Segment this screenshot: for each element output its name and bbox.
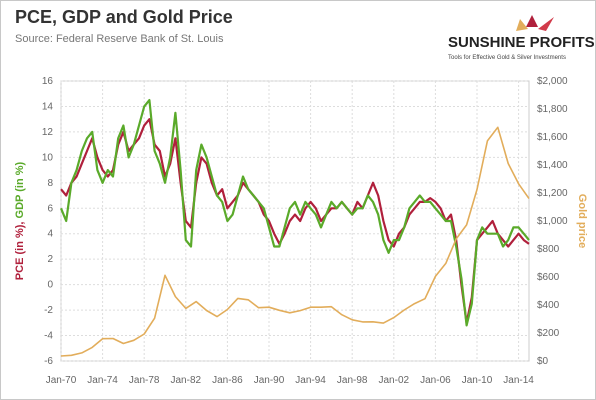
y-left-axis-label-part: GDP (in %) bbox=[14, 161, 26, 218]
y-right-tick-label: $1,800 bbox=[537, 104, 568, 115]
plot-area bbox=[60, 80, 530, 362]
y-right-tick-label: $400 bbox=[537, 300, 560, 311]
y-right-tick-label: $600 bbox=[537, 272, 560, 283]
chart-title: PCE, GDP and Gold Price bbox=[15, 7, 233, 27]
x-tick-label: Jan-98 bbox=[337, 375, 368, 386]
y-right-tick-label: $0 bbox=[537, 356, 549, 367]
logo-name: SUNSHINE PROFITS bbox=[448, 34, 594, 51]
x-tick-label: Jan-14 bbox=[503, 375, 534, 386]
x-tick-label: Jan-70 bbox=[46, 375, 77, 386]
y-left-axis-label: PCE (in %), GDP (in %) bbox=[14, 161, 26, 280]
y-right-tick-label: $200 bbox=[537, 328, 560, 339]
y-right-tick-label: $2,000 bbox=[537, 76, 568, 87]
y-left-tick-label: -4 bbox=[44, 331, 53, 342]
y-right-tick-label: $1,200 bbox=[537, 188, 568, 199]
y-right-tick-label: $1,000 bbox=[537, 216, 568, 227]
y-left-tick-label: 16 bbox=[42, 76, 54, 87]
y-left-tick-label: 14 bbox=[42, 101, 54, 112]
x-tick-label: Jan-82 bbox=[171, 375, 202, 386]
x-tick-label: Jan-02 bbox=[379, 375, 410, 386]
series-line-gold-price bbox=[60, 126, 530, 357]
series-line-pce-in bbox=[60, 118, 530, 324]
y-left-tick-label: 8 bbox=[47, 178, 53, 189]
y-left-tick-label: 10 bbox=[42, 152, 54, 163]
x-tick-label: Jan-74 bbox=[87, 375, 118, 386]
series-line-gdp-in bbox=[59, 99, 530, 327]
y-left-tick-label: 2 bbox=[47, 254, 53, 265]
x-tick-label: Jan-06 bbox=[420, 375, 451, 386]
y-left-tick-label: 6 bbox=[47, 203, 53, 214]
y-left-tick-label: 12 bbox=[42, 127, 54, 138]
y-left-axis-label-part: PCE (in %), bbox=[14, 218, 26, 280]
y-left-tick-label: -6 bbox=[44, 356, 53, 367]
logo-tagline: Tools for Effective Gold & Silver Invest… bbox=[448, 55, 566, 61]
y-right-tick-label: $1,400 bbox=[537, 160, 568, 171]
x-tick-label: Jan-10 bbox=[462, 375, 493, 386]
logo-sunrays-icon bbox=[516, 15, 554, 31]
y-left-tick-label: 4 bbox=[47, 229, 53, 240]
x-tick-label: Jan-94 bbox=[295, 375, 326, 386]
y-left-tick-label: -2 bbox=[44, 305, 53, 316]
sunshine-profits-logo: SUNSHINE PROFITS Tools for Effective Gol… bbox=[448, 15, 594, 61]
x-tick-label: Jan-90 bbox=[254, 375, 285, 386]
x-tick-label: Jan-78 bbox=[129, 375, 160, 386]
y-right-tick-label: $800 bbox=[537, 244, 560, 255]
y-right-axis-label: Gold price bbox=[576, 194, 588, 248]
y-left-tick-label: 0 bbox=[47, 280, 53, 291]
y-right-tick-label: $1,600 bbox=[537, 132, 568, 143]
chart-subtitle: Source: Federal Reserve Bank of St. Loui… bbox=[15, 33, 224, 45]
x-tick-label: Jan-86 bbox=[212, 375, 243, 386]
